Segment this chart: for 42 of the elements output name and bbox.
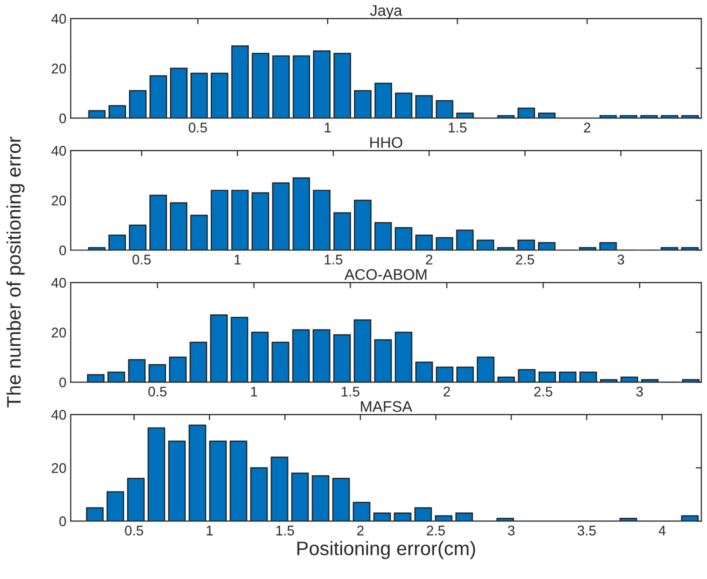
x-tick-label: 0.5: [148, 386, 167, 397]
y-tick-label: 0: [59, 113, 66, 124]
x-tick-label: 1.5: [324, 254, 342, 264]
x-tick-label: 1.5: [342, 386, 360, 397]
x-tick-label: 2: [357, 526, 364, 536]
x-tick-label: 3.5: [578, 526, 596, 536]
chart-title: MAFSA: [360, 401, 412, 412]
x-tick-label: 1: [324, 122, 331, 132]
y-tick-label: 40: [51, 14, 66, 24]
y-tick-label: 20: [52, 64, 66, 74]
x-tick-label: 1: [206, 526, 213, 536]
chart-title: Jaya: [370, 5, 402, 19]
y-tick-label: 0: [59, 516, 66, 526]
y-tick-label: 0: [59, 377, 66, 388]
x-tick-label: 3: [618, 254, 624, 264]
y-axis-title: The number of positioning error: [6, 136, 25, 408]
x-tick-label: 2: [584, 122, 590, 132]
x-tick-label: 2: [426, 254, 432, 264]
x-tick-label: 1: [234, 254, 241, 264]
x-tick-label: 1.5: [276, 526, 294, 536]
x-tick-label: 0.5: [124, 526, 144, 536]
x-axis-title: Positioning error(cm): [297, 540, 476, 560]
y-tick-label: 20: [52, 196, 66, 206]
y-tick-label: 20: [52, 463, 66, 473]
x-tick-label: 2.5: [534, 386, 552, 397]
x-tick-label: 3: [508, 526, 514, 536]
x-tick-label: 2.5: [516, 254, 534, 264]
chart-title: HHO: [370, 137, 402, 148]
x-tick-label: 0.5: [188, 122, 207, 132]
chart-title: ACO-ABOM: [344, 269, 426, 280]
x-tick-label: 4: [658, 526, 666, 536]
y-tick-label: 40: [51, 410, 66, 420]
x-tick-label: 1.5: [448, 122, 466, 132]
x-tick-label: 2: [444, 386, 450, 396]
y-tick-label: 0: [59, 245, 66, 256]
x-tick-label: 0.5: [132, 254, 151, 264]
x-tick-label: 2.5: [426, 526, 445, 536]
x-tick-label: 1: [251, 386, 258, 396]
y-tick-label: 20: [52, 328, 66, 338]
y-tick-label: 40: [51, 146, 66, 156]
y-tick-label: 40: [51, 278, 66, 288]
x-tick-label: 3: [636, 386, 643, 397]
